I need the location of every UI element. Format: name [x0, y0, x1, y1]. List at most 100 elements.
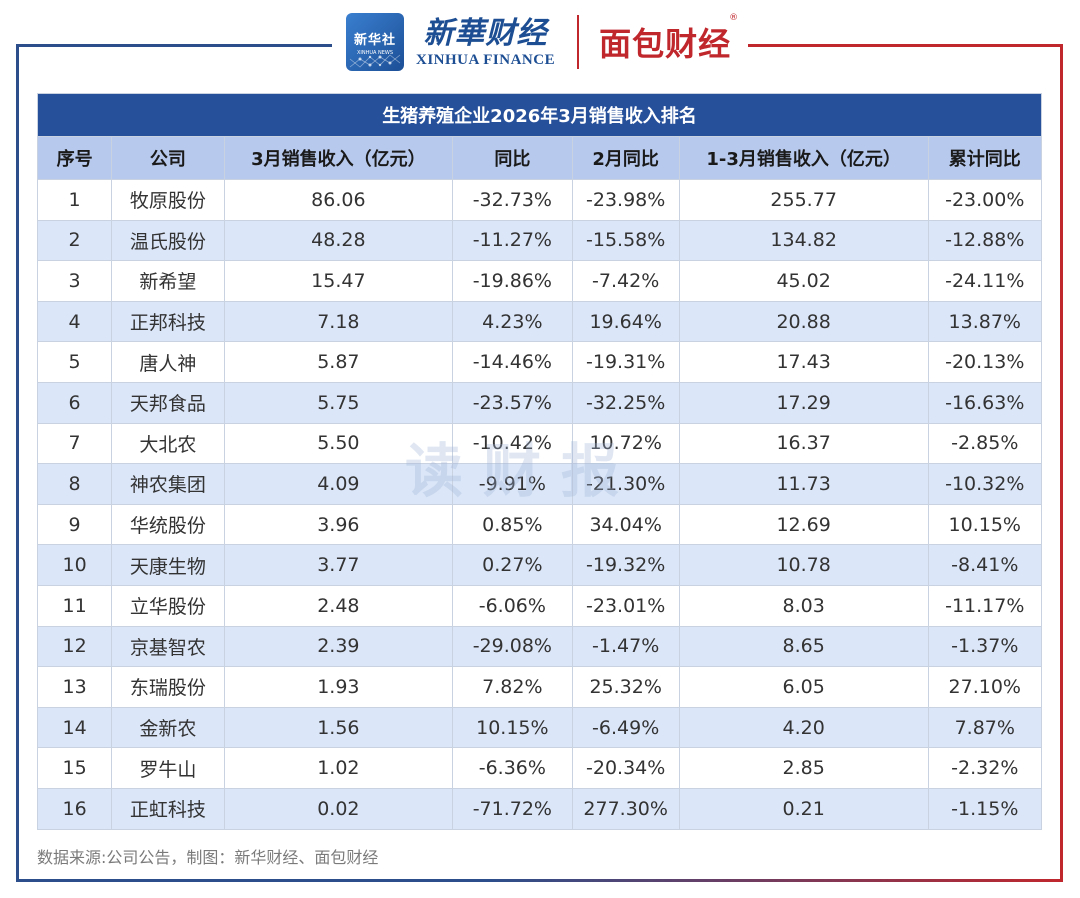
table-cell: -6.06% [452, 584, 573, 627]
table-cell: 6 [36, 381, 113, 424]
table-row: 1 牧原股份 86.06 -32.73% -23.98% 255.77 -23.00% [36, 179, 1043, 221]
table-cell: 16.37 [678, 422, 929, 465]
table-cell: 1.56 [223, 706, 454, 749]
table-cell: 牧原股份 [111, 179, 225, 221]
column-header: 同比 [452, 136, 573, 180]
table-body: 1 牧原股份 86.06 -32.73% -23.98% 255.77 -23.00% 2 温氏… [36, 179, 1043, 830]
table-cell: 天邦食品 [111, 381, 225, 424]
brand-cn: 新華财经 [423, 16, 548, 51]
table-cell: -2.32% [927, 747, 1043, 789]
table-row: 6 天邦食品 5.75 -23.57% -32.25% 17.29 -16.63% [36, 381, 1043, 424]
table-cell: 8.65 [678, 625, 929, 668]
table-cell: 4.20 [678, 706, 929, 749]
table-cell: 7.18 [223, 300, 454, 343]
table-cell: -20.34% [571, 747, 680, 789]
table-cell: 罗牛山 [111, 747, 225, 789]
table-cell: 34.04% [571, 503, 680, 546]
table-cell: -1.37% [927, 625, 1043, 668]
table-cell: 13 [36, 666, 113, 708]
table-cell: 2.39 [223, 625, 454, 668]
table-cell: 神农集团 [111, 463, 225, 505]
table-cell: 5.50 [223, 422, 454, 465]
table-cell: -32.25% [571, 381, 680, 424]
table-cell: -19.31% [571, 341, 680, 383]
table-row: 10 天康生物 3.77 0.27% -19.32% 10.78 -8.41% [36, 544, 1043, 586]
table-cell: 48.28 [223, 219, 454, 262]
xinhua-finance-brand: 新華财经 XINHUA FINANCE [416, 16, 555, 68]
table-cell: -11.17% [927, 584, 1043, 627]
table-cell: -6.49% [571, 706, 680, 749]
table-cell: -20.13% [927, 341, 1043, 383]
column-header: 2月同比 [571, 136, 680, 180]
table-cell: 12 [36, 625, 113, 668]
table-cell: -21.30% [571, 463, 680, 505]
table-cell: 2.48 [223, 584, 454, 627]
frame-top-right-line [748, 44, 1063, 47]
table-cell: 8.03 [678, 584, 929, 627]
table-cell: 0.21 [678, 787, 929, 830]
table-cell: 立华股份 [111, 584, 225, 627]
table-cell: -19.32% [571, 544, 680, 586]
table-row: 2 温氏股份 48.28 -11.27% -15.58% 134.82 -12.88% [36, 219, 1043, 262]
table-cell: 10.78 [678, 544, 929, 586]
table-cell: 5.87 [223, 341, 454, 383]
table-cell: -19.86% [452, 260, 573, 302]
table-row: 7 大北农 5.50 -10.42% 10.72% 16.37 -2.85% [36, 422, 1043, 465]
table-cell: -2.85% [927, 422, 1043, 465]
table-cell: 大北农 [111, 422, 225, 465]
table-cell: 277.30% [571, 787, 680, 830]
table-row: 15 罗牛山 1.02 -6.36% -20.34% 2.85 -2.32% [36, 747, 1043, 789]
table-cell: 9 [36, 503, 113, 546]
mianbao-brand: 面包财经 ® [599, 13, 738, 65]
column-header: 累计同比 [927, 136, 1043, 180]
table-cell: 0.02 [223, 787, 454, 830]
table-cell: 天康生物 [111, 544, 225, 586]
table-cell: 11 [36, 584, 113, 627]
table-cell: 正虹科技 [111, 787, 225, 830]
table-cell: -16.63% [927, 381, 1043, 424]
table-cell: -12.88% [927, 219, 1043, 262]
source-note: 数据来源:公司公告，制图：新华财经、面包财经 [37, 848, 379, 867]
column-header: 3月销售收入（亿元） [223, 136, 454, 180]
table-cell: -23.98% [571, 179, 680, 221]
table-row: 11 立华股份 2.48 -6.06% -23.01% 8.03 -11.17% [36, 584, 1043, 627]
table-row: 14 金新农 1.56 10.15% -6.49% 4.20 7.87% [36, 706, 1043, 749]
table-cell: -29.08% [452, 625, 573, 668]
table-cell: 14 [36, 706, 113, 749]
table-cell: 16 [36, 787, 113, 830]
partner-brand-text: 面包财经 [599, 25, 732, 63]
table-cell: 19.64% [571, 300, 680, 343]
table-cell: 7 [36, 422, 113, 465]
table-header-row: 序号 公司 3月销售收入（亿元） 同比 2月同比 1-3月销售收入（亿元） 累计同比 [36, 136, 1043, 180]
table-row: 16 正虹科技 0.02 -71.72% 277.30% 0.21 -1.15% [36, 787, 1043, 830]
frame-bottom-line [16, 879, 1063, 882]
table-cell: 2 [36, 219, 113, 262]
table-cell: 7.87% [927, 706, 1043, 749]
logo-subtext: XINHUA NEWS [356, 49, 394, 56]
brand-en: XINHUA FINANCE [416, 52, 556, 68]
table-cell: 1.93 [223, 666, 454, 708]
table-cell: -1.47% [571, 625, 680, 668]
table-cell: 45.02 [678, 260, 929, 302]
table-cell: 1 [36, 179, 113, 221]
table-cell: 10.15% [927, 503, 1043, 546]
table-cell: -6.36% [452, 747, 573, 789]
table-cell: -15.58% [571, 219, 680, 262]
table-cell: 4 [36, 300, 113, 343]
table-cell: 10 [36, 544, 113, 586]
frame-left-line [16, 44, 19, 882]
table-cell: -11.27% [452, 219, 573, 262]
table-cell: 唐人神 [111, 341, 225, 383]
table-cell: 10.15% [452, 706, 573, 749]
table-cell: -10.42% [452, 422, 573, 465]
table-row: 12 京基智农 2.39 -29.08% -1.47% 8.65 -1.37% [36, 625, 1043, 668]
table-cell: 12.69 [678, 503, 929, 546]
table-row: 5 唐人神 5.87 -14.46% -19.31% 17.43 -20.13% [36, 341, 1043, 383]
table-cell: -23.01% [571, 584, 680, 627]
table-row: 4 正邦科技 7.18 4.23% 19.64% 20.88 13.87% [36, 300, 1043, 343]
table-cell: -9.91% [452, 463, 573, 505]
table-cell: 255.77 [678, 179, 929, 221]
table-cell: 4.09 [223, 463, 454, 505]
table-cell: 27.10% [927, 666, 1043, 708]
table-cell: 7.82% [452, 666, 573, 708]
